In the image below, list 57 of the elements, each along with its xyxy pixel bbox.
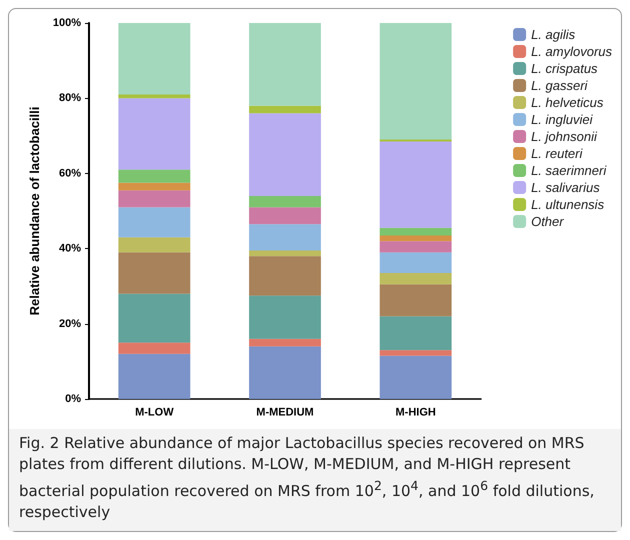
x-tick-label: M-MEDIUM (256, 406, 314, 418)
legend-label: L. reuteri (531, 146, 584, 161)
bar (380, 228, 452, 236)
bar (249, 346, 321, 399)
bar (249, 296, 321, 339)
x-tick-label: M-LOW (135, 406, 174, 418)
bar (249, 113, 321, 196)
legend-label: Other (531, 214, 564, 229)
bar (118, 354, 190, 399)
text: Fig. 2 Relative abundance of major Lactobacillus species recovered on MRS plates from different dilutions. M-LOW, M-MEDIUM, and M-HIGH represent bacterial population recovered on MRS from 10$^{2}$, 10$^{4}$, and 10$^{6}$ fold dilutions, respectively (19, 434, 594, 521)
bar (249, 106, 321, 114)
bar (118, 207, 190, 238)
bar (380, 235, 452, 242)
y-tick-label: 60% (58, 167, 82, 180)
bar (249, 207, 321, 224)
y-tick-label: 20% (58, 318, 82, 330)
bar (118, 252, 190, 294)
bar (249, 196, 321, 208)
bar (118, 94, 190, 98)
bar (118, 170, 190, 183)
y-tick-label: 100% (52, 17, 82, 29)
bar (380, 316, 452, 350)
bar (118, 23, 190, 94)
y-tick-label: 80% (58, 92, 82, 104)
legend-label: L. crispatus (531, 61, 598, 76)
y-tick-label: 40% (58, 242, 82, 255)
y-axis-title: Relative abundance of lactobacilli (27, 106, 42, 316)
legend-label: L. agilis (531, 27, 576, 42)
legend-label: L. saerimneri (531, 163, 608, 178)
bar (249, 338, 321, 346)
legend-label: L. helveticus (531, 95, 604, 110)
legend-label: L. johnsonii (531, 129, 598, 144)
bar (118, 182, 190, 190)
legend-label: L. ultunensis (531, 197, 605, 212)
legend-label: L. salivarius (531, 180, 600, 195)
bar (249, 250, 321, 256)
bar (249, 256, 321, 296)
bar (380, 273, 452, 284)
bar (118, 98, 190, 170)
bar (380, 252, 452, 274)
bar (380, 23, 452, 140)
bar (249, 224, 321, 250)
legend-label: L. ingluviei (531, 112, 594, 127)
bar (380, 141, 452, 228)
bar (380, 241, 452, 252)
bar (380, 284, 452, 316)
bar (380, 350, 452, 356)
bar (118, 294, 190, 343)
bar (118, 190, 190, 208)
y-tick-label: 0% (65, 393, 82, 405)
bar (118, 237, 190, 252)
legend-label: L. gasseri (531, 78, 589, 93)
x-tick-label: M-HIGH (396, 406, 436, 418)
bar (249, 23, 321, 106)
legend-label: L. amylovorus (531, 44, 612, 59)
bar (380, 356, 452, 399)
bar (118, 342, 190, 354)
